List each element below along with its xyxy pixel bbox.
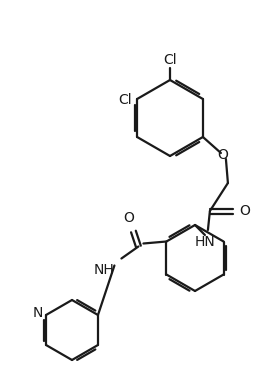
- Text: NH: NH: [94, 264, 115, 278]
- Text: HN: HN: [195, 235, 215, 249]
- Text: N: N: [33, 306, 43, 320]
- Text: O: O: [123, 210, 134, 224]
- Text: Cl: Cl: [119, 93, 132, 107]
- Text: O: O: [239, 204, 250, 218]
- Text: O: O: [217, 148, 228, 162]
- Text: Cl: Cl: [163, 53, 177, 67]
